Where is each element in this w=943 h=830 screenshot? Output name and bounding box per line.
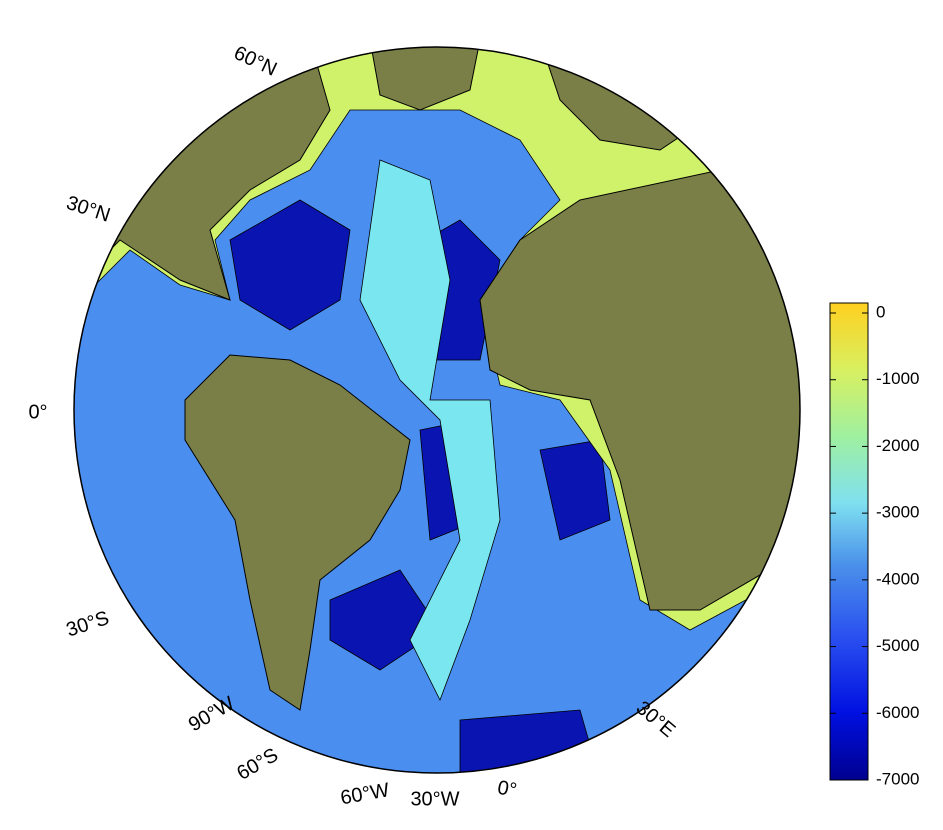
- mid-ocean-ridge: [359, 159, 501, 701]
- south-america: [184, 354, 411, 711]
- colorbar-tick-label: 0: [876, 302, 885, 321]
- graticule-label: 60°S: [233, 744, 282, 785]
- deep-basin: [459, 709, 601, 773]
- deep-basin: [229, 199, 351, 331]
- colorbar-tick-label: -5000: [876, 636, 919, 655]
- deep-basin: [539, 439, 611, 541]
- graticule-label: 0°: [496, 777, 519, 802]
- colorbar-tick-label: -1000: [876, 369, 919, 388]
- graticule-label: 30°W: [410, 788, 459, 810]
- graticule-label: 90°W: [185, 693, 239, 737]
- colorbar-tick-label: -2000: [876, 436, 919, 455]
- graticule-label: 0°: [28, 401, 47, 423]
- map-frame: [73, 46, 801, 774]
- colorbar-tick-label: -6000: [876, 703, 919, 722]
- colorbar-tick-label: -7000: [876, 769, 919, 788]
- colorbar-tick-label: -4000: [876, 569, 919, 588]
- greenland: [369, 47, 481, 111]
- graticule-label: 60°N: [230, 42, 280, 81]
- map-body: [74, 47, 800, 773]
- graticule-label: 30°S: [64, 607, 112, 641]
- colorbar-tick-label: -3000: [876, 503, 919, 522]
- graticule-label: 30°N: [64, 192, 113, 227]
- africa: [479, 169, 800, 611]
- colorbar: [829, 302, 869, 781]
- graticule-label: 60°W: [339, 779, 391, 809]
